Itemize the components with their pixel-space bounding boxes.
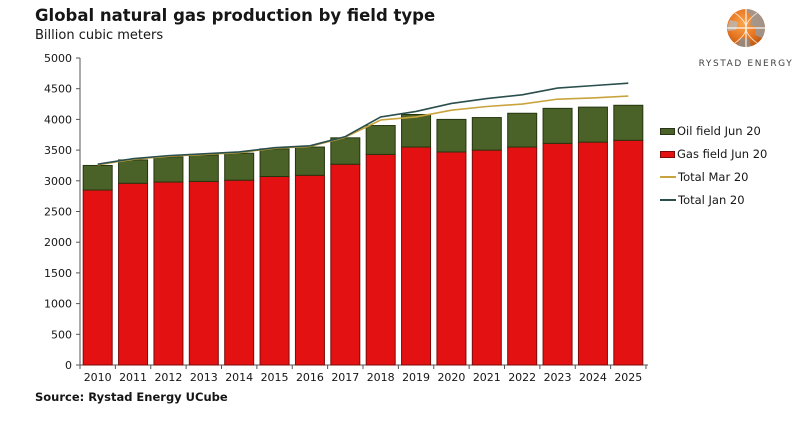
x-tick-label: 2021 <box>473 371 501 384</box>
gas-bar-segment <box>294 174 325 366</box>
x-tick-label: 2017 <box>331 371 359 384</box>
oil-bar-segment <box>542 107 573 144</box>
x-tick-label: 2015 <box>261 371 289 384</box>
oil-bar-segment <box>330 137 361 165</box>
x-tick-label: 2010 <box>84 371 112 384</box>
chart-legend: Oil field Jun 20 Gas field Jun 20 Total … <box>660 124 767 216</box>
oil-bar-segment <box>82 164 113 191</box>
oil-bar-segment <box>613 104 644 141</box>
y-tick-label: 1500 <box>44 267 72 280</box>
oil-bar-segment <box>471 117 502 151</box>
gas-bar-segment <box>577 141 608 366</box>
legend-label: Total Jan 20 <box>678 193 745 207</box>
gas-bar-segment <box>224 179 255 366</box>
gas-bar-segment <box>471 149 502 366</box>
legend-item-total-mar: Total Mar 20 <box>660 170 767 184</box>
x-tick-label: 2011 <box>119 371 147 384</box>
rystad-energy-logo: RYSTAD ENERGY <box>688 6 804 69</box>
rystad-brand-text: RYSTAD ENERGY <box>698 59 794 69</box>
gas-bar-segment <box>613 139 644 366</box>
gas-bar-segment <box>118 182 149 366</box>
y-tick-label: 4000 <box>44 113 72 126</box>
x-tick-label: 2018 <box>367 371 395 384</box>
x-tick-label: 2012 <box>154 371 182 384</box>
oil-bar-segment <box>259 148 290 178</box>
y-tick-label: 3500 <box>44 144 72 157</box>
x-tick-label: 2013 <box>190 371 218 384</box>
gas-bar-segment <box>82 189 113 366</box>
oil-bar-segment <box>577 106 608 143</box>
gas-bar-segment <box>401 146 432 366</box>
legend-item-oil-field: Oil field Jun 20 <box>660 124 767 138</box>
gas-field-swatch-icon <box>660 150 675 158</box>
gas-bar-segment <box>436 151 467 366</box>
oil-bar-segment <box>224 152 255 181</box>
oil-bar-segment <box>365 125 396 155</box>
oil-bar-segment <box>507 112 538 148</box>
chart-units-subtitle: Billion cubic meters <box>35 28 164 43</box>
oil-bar-segment <box>294 146 325 176</box>
rystad-globe-icon <box>723 6 769 52</box>
chart-title: Global natural gas production by field t… <box>35 6 436 25</box>
x-tick-label: 2023 <box>544 371 572 384</box>
gas-bar-segment <box>365 153 396 366</box>
oil-bar-segment <box>118 159 149 184</box>
oil-bar-segment <box>153 156 184 183</box>
legend-label: Oil field Jun 20 <box>677 124 761 138</box>
gas-bar-segment <box>153 181 184 366</box>
y-tick-label: 4500 <box>44 83 72 96</box>
gas-bar-segment <box>188 180 219 366</box>
legend-label: Gas field Jun 20 <box>677 147 768 161</box>
gas-bar-segment <box>330 163 361 366</box>
y-tick-label: 2500 <box>44 206 72 219</box>
oil-bar-segment <box>401 113 432 148</box>
legend-label: Total Mar 20 <box>678 170 749 184</box>
oil-bar-segment <box>188 154 219 182</box>
y-tick-label: 5000 <box>44 52 72 65</box>
y-tick-label: 0 <box>65 359 72 372</box>
x-tick-label: 2025 <box>614 371 642 384</box>
total-jan-line-swatch-icon <box>660 199 676 201</box>
x-tick-label: 2014 <box>225 371 253 384</box>
legend-item-total-jan: Total Jan 20 <box>660 193 767 207</box>
y-tick-label: 500 <box>51 328 72 341</box>
x-tick-label: 2020 <box>437 371 465 384</box>
y-tick-label: 2000 <box>44 236 72 249</box>
y-tick-label: 1000 <box>44 298 72 311</box>
legend-item-gas-field: Gas field Jun 20 <box>660 147 767 161</box>
total-jan-line <box>97 82 629 166</box>
gas-bar-segment <box>507 146 538 366</box>
y-tick-label: 3000 <box>44 175 72 188</box>
source-attribution: Source: Rystad Energy UCube <box>35 390 228 404</box>
total-mar-line-swatch-icon <box>660 176 676 178</box>
gas-bar-segment <box>259 176 290 366</box>
gas-bar-segment <box>542 142 573 366</box>
x-tick-label: 2016 <box>296 371 324 384</box>
x-tick-label: 2024 <box>579 371 607 384</box>
oil-field-swatch-icon <box>660 127 675 135</box>
x-tick-label: 2022 <box>508 371 536 384</box>
oil-bar-segment <box>436 118 467 153</box>
x-tick-label: 2019 <box>402 371 430 384</box>
